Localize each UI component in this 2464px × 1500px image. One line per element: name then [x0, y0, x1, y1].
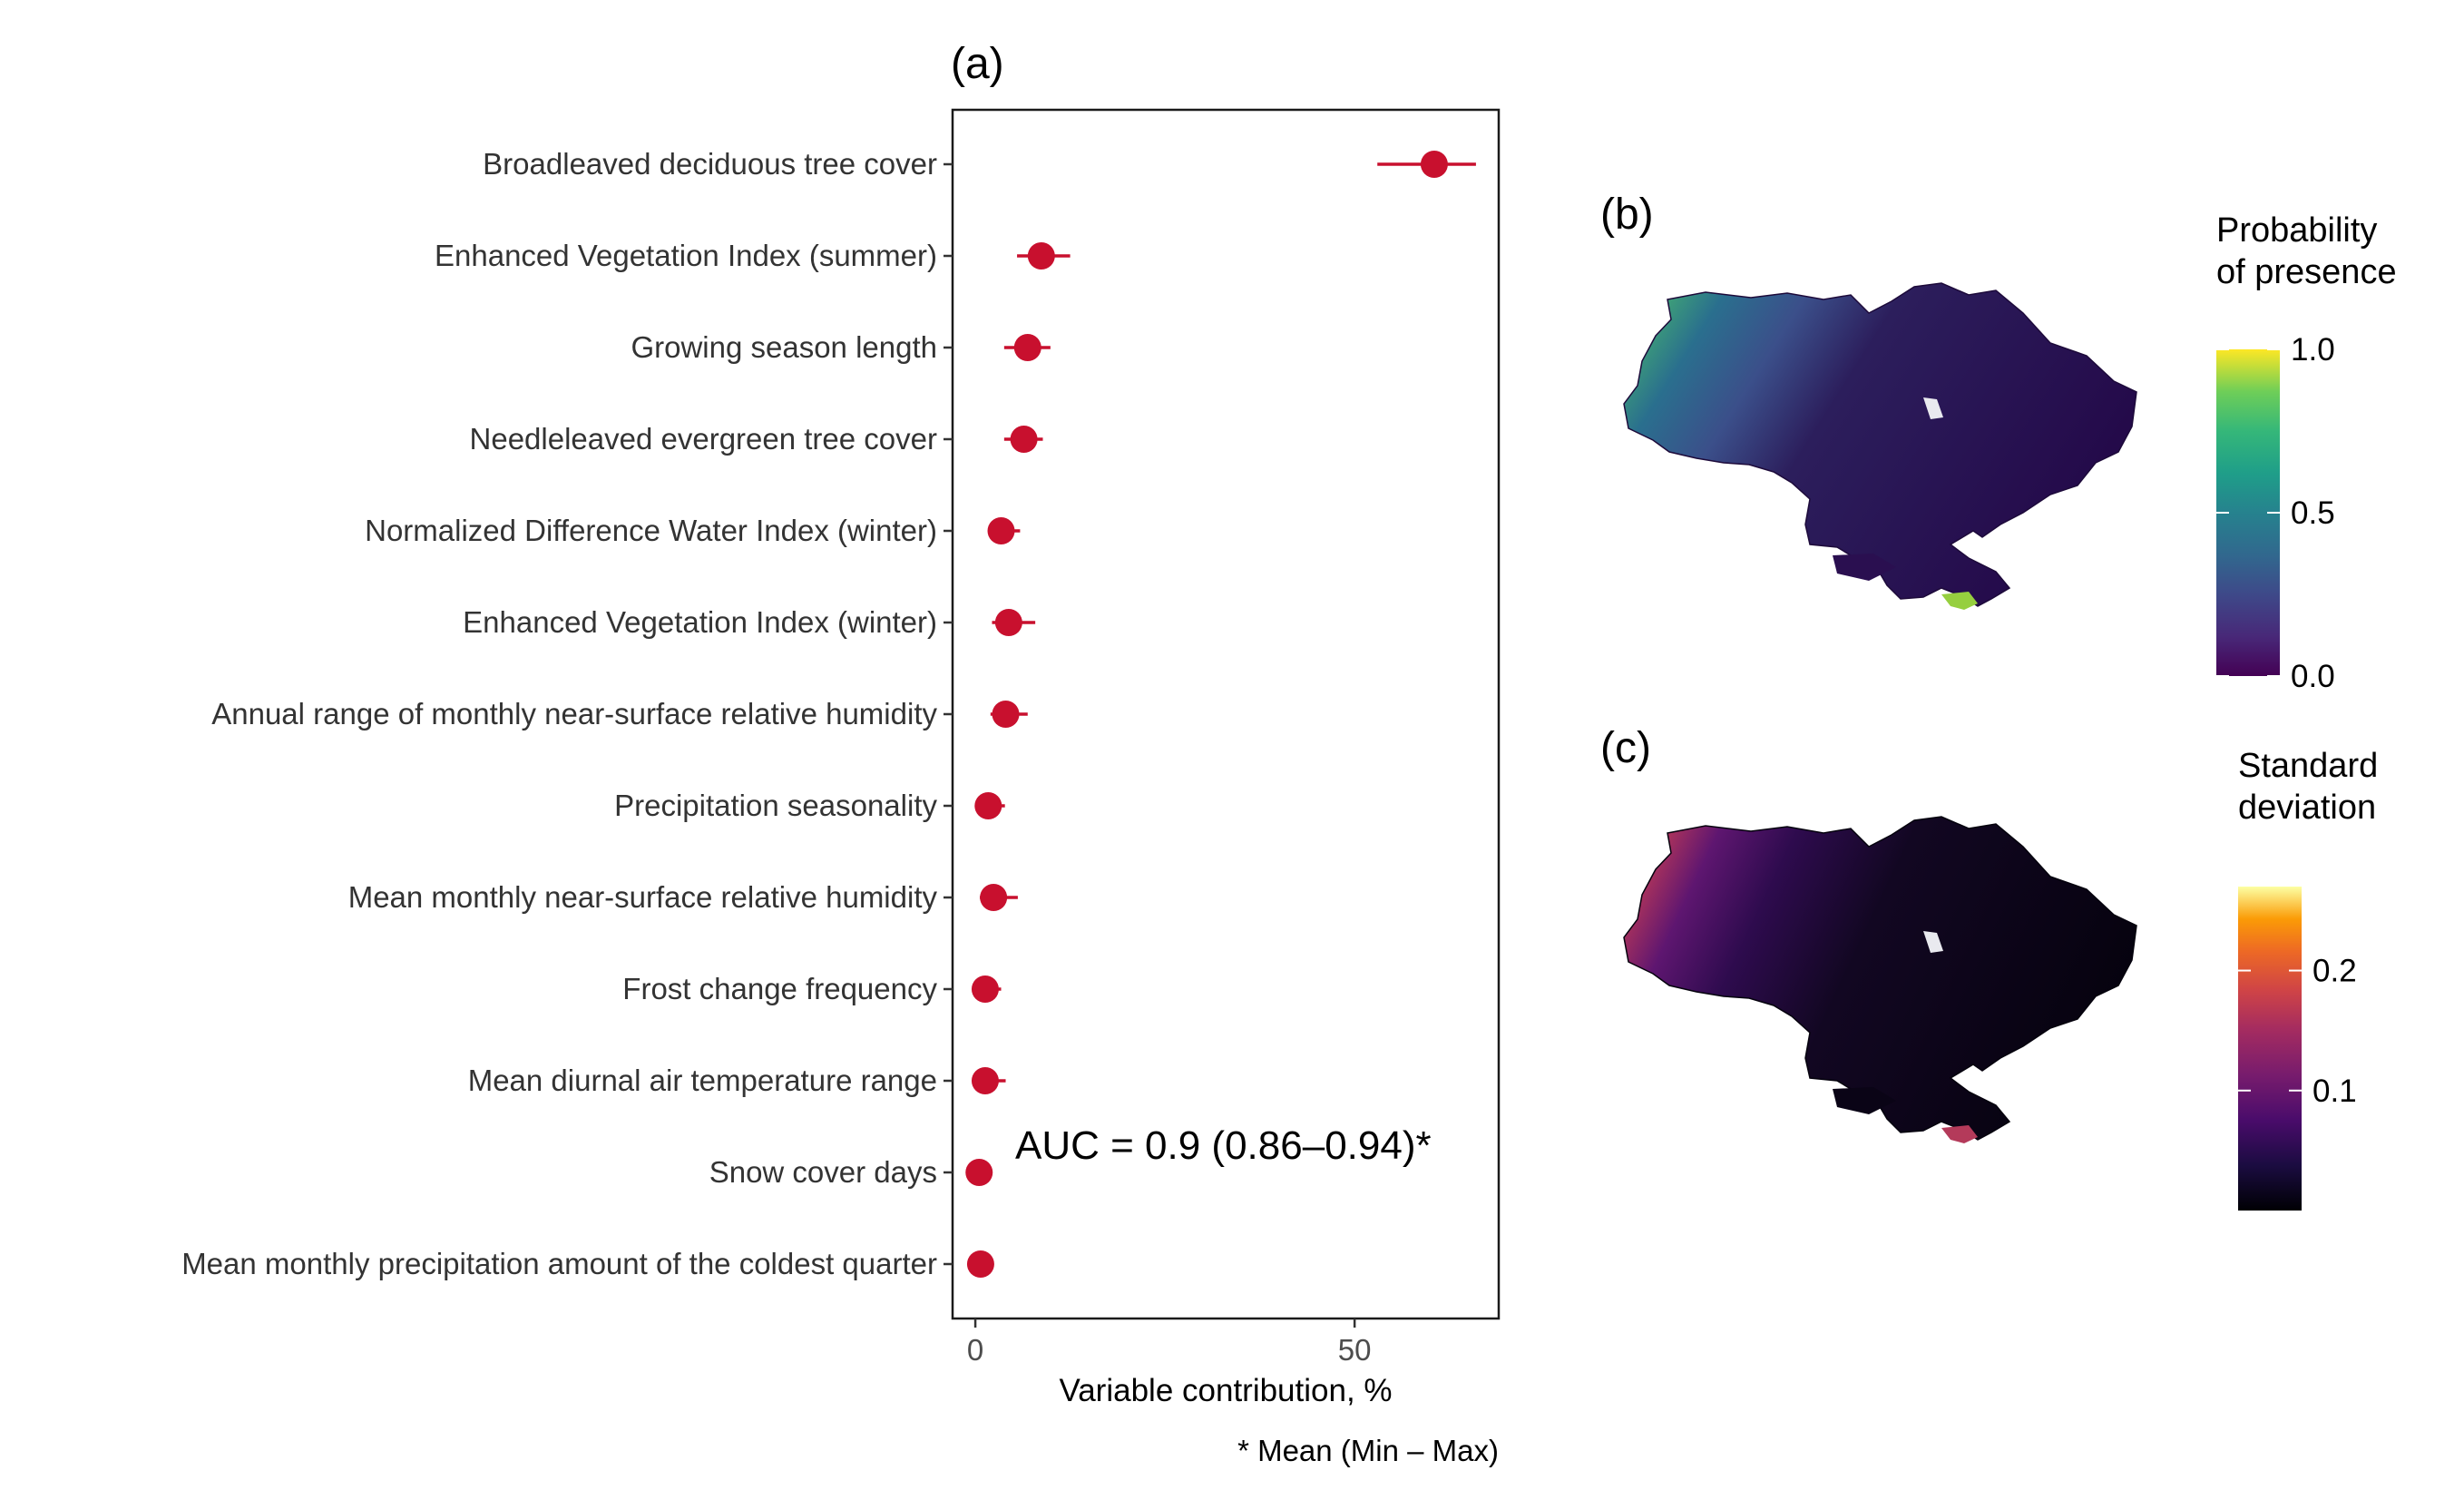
variable-label: Mean monthly near-surface relative humid… — [348, 880, 938, 914]
mean-point — [1013, 334, 1041, 361]
mean-point — [980, 884, 1008, 911]
colorbar-standard-deviation-ticks: 0.1 0.2 — [2238, 954, 2357, 1109]
legend-b-title-line1: Probability — [2216, 211, 2377, 250]
mean-point — [971, 975, 999, 1003]
x-tick-label: 0 — [967, 1333, 983, 1367]
variable-label: Annual range of monthly near-surface rel… — [211, 697, 937, 730]
auc-annotation: AUC = 0.9 (0.86–0.94)* — [1015, 1123, 1432, 1168]
variable-label: Precipitation seasonality — [614, 789, 937, 822]
variable-label: Enhanced Vegetation Index (winter) — [463, 605, 937, 639]
variable-label: Needleleaved evergreen tree cover — [470, 422, 937, 456]
colorbar-tick-label: 0.0 — [2291, 659, 2335, 694]
colorbar-tick-label: 1.0 — [2291, 332, 2335, 368]
colorbar-standard-deviation — [2238, 887, 2302, 1211]
footnote: * Mean (Min – Max) — [1237, 1434, 1499, 1467]
mean-point — [966, 1250, 994, 1278]
variable-label: Frost change frequency — [622, 972, 937, 1005]
legend-c-title-line2: deviation — [2238, 789, 2376, 827]
variable-label: Mean diurnal air temperature range — [468, 1064, 937, 1097]
variable-label: Mean monthly precipitation amount of the… — [181, 1247, 937, 1280]
mean-points — [965, 151, 1448, 1278]
x-axis-ticks: 0 50 — [967, 1319, 1372, 1367]
variable-label: Broadleaved deciduous tree cover — [483, 147, 937, 181]
mean-point — [965, 1159, 993, 1186]
colorbar-tick-label: 0.5 — [2291, 495, 2335, 531]
panel-a-label: (a) — [951, 40, 1004, 88]
mean-point — [994, 609, 1022, 636]
variable-labels: Broadleaved deciduous tree cover Enhanced… — [181, 147, 937, 1280]
colorbar-tick-label: 0.2 — [2312, 954, 2357, 989]
variable-label: Normalized Difference Water Index (winte… — [365, 514, 937, 547]
mean-point — [1010, 426, 1038, 453]
x-tick-label: 50 — [1338, 1333, 1372, 1367]
panel-a-frame — [951, 108, 1501, 1320]
legend-c-title-line1: Standard — [2238, 747, 2378, 785]
map-standard-deviation — [1623, 816, 2137, 1143]
legend-b-title-line2: of presence — [2216, 253, 2397, 291]
mean-point — [987, 517, 1015, 544]
mean-point — [974, 792, 1002, 819]
mean-point — [971, 1067, 999, 1094]
variable-label: Snow cover days — [709, 1155, 937, 1189]
variable-label: Enhanced Vegetation Index (summer) — [435, 239, 937, 272]
colorbar-probability-ticks: 0.0 0.5 1.0 — [2216, 332, 2335, 694]
y-axis-ticks — [944, 162, 953, 1266]
panel-c-label: (c) — [1600, 724, 1651, 772]
panel-b-label: (b) — [1600, 191, 1654, 239]
mean-point — [992, 701, 1020, 728]
mean-point — [1027, 242, 1055, 270]
x-axis-title: Variable contribution, % — [1059, 1373, 1392, 1408]
map-probability-of-presence — [1623, 282, 2137, 610]
mean-point — [1420, 151, 1448, 178]
variable-label: Growing season length — [631, 330, 937, 364]
colorbar-tick-label: 0.1 — [2312, 1074, 2357, 1109]
